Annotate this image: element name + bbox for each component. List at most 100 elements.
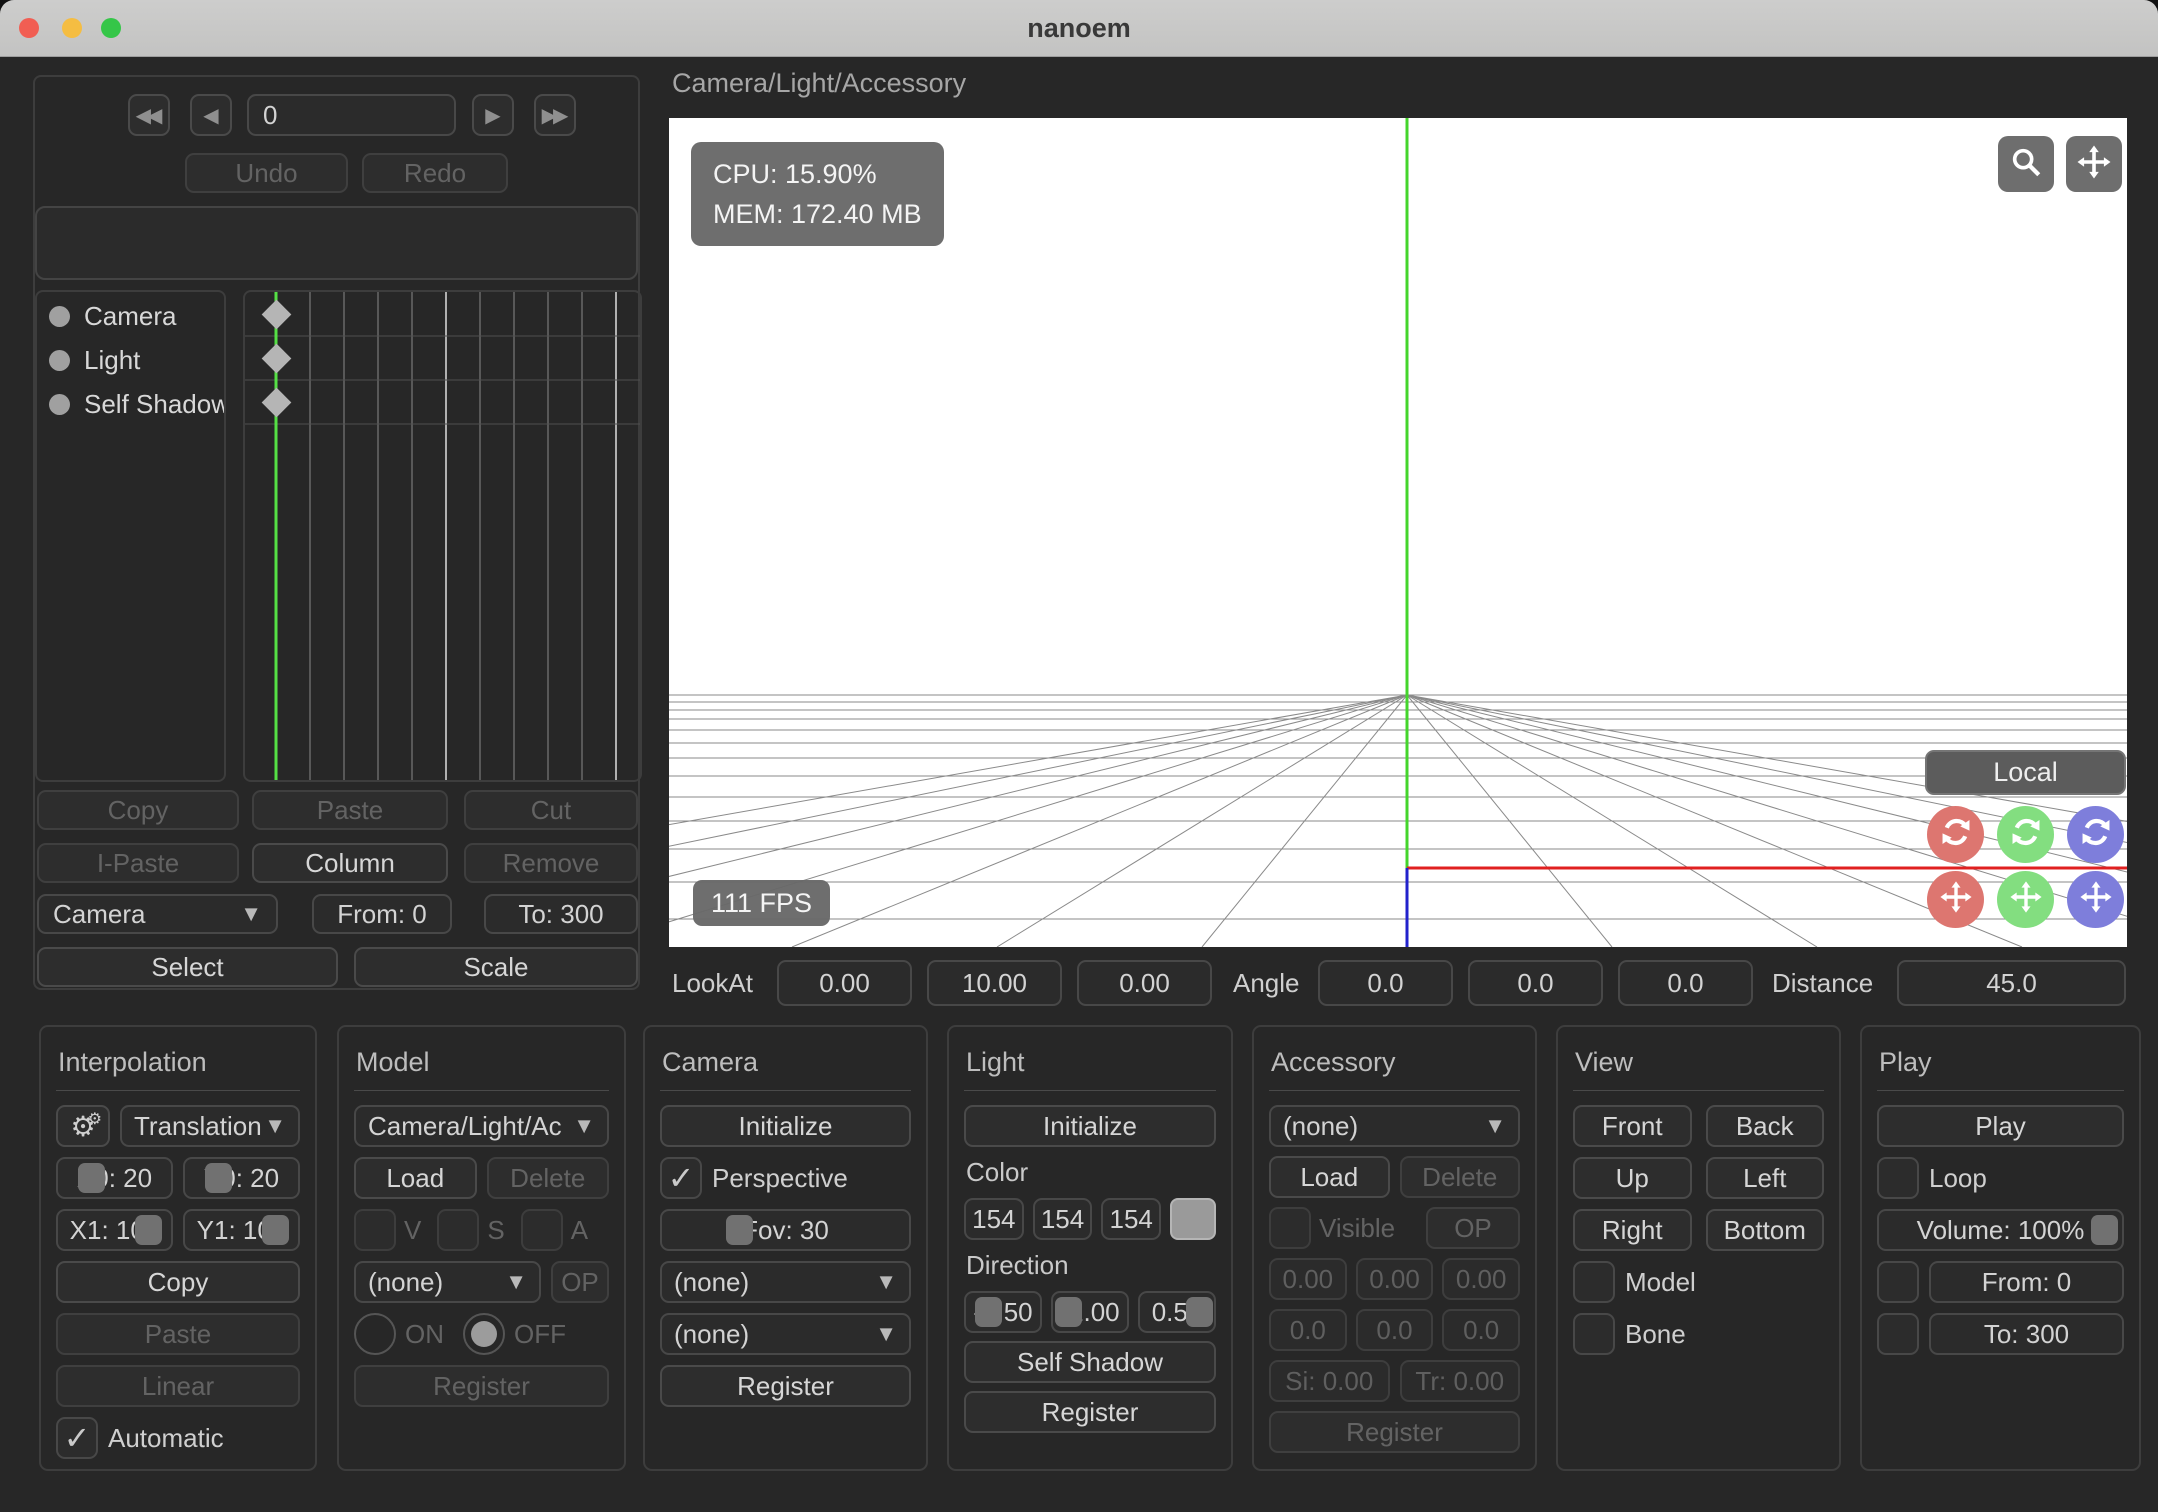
track-row-light[interactable]: Light bbox=[49, 340, 224, 380]
fast-forward-button[interactable]: ▶▶ bbox=[534, 94, 576, 136]
remove-keyframes-button[interactable]: Remove bbox=[464, 843, 638, 883]
model-op-button[interactable]: OP bbox=[551, 1261, 609, 1303]
track-row-camera[interactable]: Camera bbox=[49, 296, 224, 336]
lookat-x-field[interactable]: 0.00 bbox=[777, 960, 912, 1006]
angle-y-field[interactable]: 0.0 bbox=[1468, 960, 1603, 1006]
redo-button[interactable]: Redo bbox=[362, 153, 508, 193]
distance-field[interactable]: 45.0 bbox=[1897, 960, 2126, 1006]
accessory-transparency-field[interactable]: Tr: 0.00 bbox=[1399, 1360, 1520, 1402]
accessory-delete-button[interactable]: Delete bbox=[1399, 1156, 1520, 1198]
view-up-button[interactable]: Up bbox=[1573, 1157, 1692, 1199]
interpolation-x0-slider[interactable]: X0: 20 bbox=[56, 1157, 173, 1199]
slider-grabber[interactable] bbox=[1055, 1297, 1083, 1327]
accessory-visible-checkbox[interactable] bbox=[1269, 1207, 1311, 1249]
model-load-button[interactable]: Load bbox=[354, 1157, 477, 1199]
self-shadow-button[interactable]: Self Shadow bbox=[964, 1341, 1216, 1383]
play-to-field[interactable]: To: 300 bbox=[1929, 1313, 2124, 1355]
model-delete-button[interactable]: Delete bbox=[486, 1157, 609, 1199]
model-visible-checkbox[interactable] bbox=[354, 1209, 396, 1251]
frame-index-input[interactable] bbox=[247, 94, 456, 136]
timeline-target-select[interactable]: Camera ▼ bbox=[37, 894, 278, 934]
slider-grabber[interactable] bbox=[78, 1163, 106, 1193]
rotate-y-button[interactable] bbox=[1997, 806, 2054, 863]
accessory-ty-field[interactable]: 0.00 bbox=[1355, 1258, 1434, 1300]
interpolation-settings-button[interactable]: ⚙ ⚙ bbox=[56, 1105, 110, 1147]
volume-slider[interactable]: Volume: 100% bbox=[1877, 1209, 2124, 1251]
interpolation-x1-slider[interactable]: X1: 107 bbox=[56, 1209, 173, 1251]
accessory-register-button[interactable]: Register bbox=[1269, 1411, 1520, 1453]
close-window-button[interactable] bbox=[19, 18, 39, 38]
camera-follow-model-select[interactable]: (none) ▼ bbox=[660, 1261, 911, 1303]
viewport-zoom-button[interactable] bbox=[1998, 136, 2054, 192]
timeline-to-field[interactable]: To: 300 bbox=[484, 894, 638, 934]
angle-x-field[interactable]: 0.0 bbox=[1318, 960, 1453, 1006]
interpolation-linear-button[interactable]: Linear bbox=[56, 1365, 300, 1407]
accessory-scale-field[interactable]: Si: 0.00 bbox=[1269, 1360, 1390, 1402]
interpolation-copy-button[interactable]: Copy bbox=[56, 1261, 300, 1303]
slider-grabber[interactable] bbox=[1185, 1297, 1213, 1327]
camera-follow-bone-select[interactable]: (none) ▼ bbox=[660, 1313, 911, 1355]
scale-keyframes-button[interactable]: Scale bbox=[354, 947, 638, 987]
view-right-button[interactable]: Right bbox=[1573, 1209, 1692, 1251]
slider-grabber[interactable] bbox=[974, 1297, 1002, 1327]
rewind-button[interactable]: ◀◀ bbox=[128, 94, 170, 136]
rotate-z-button[interactable] bbox=[2067, 806, 2124, 863]
accessory-ry-field[interactable]: 0.0 bbox=[1355, 1309, 1434, 1351]
track-row-self-shadow[interactable]: Self Shadow bbox=[49, 384, 224, 424]
automatic-checkbox[interactable]: ✓ bbox=[56, 1417, 98, 1459]
view-front-button[interactable]: Front bbox=[1573, 1105, 1692, 1147]
translate-y-button[interactable] bbox=[1997, 871, 2054, 928]
slider-grabber[interactable] bbox=[205, 1163, 233, 1193]
slider-grabber[interactable] bbox=[2091, 1215, 2118, 1245]
play-to-checkbox[interactable] bbox=[1877, 1313, 1919, 1355]
model-on-radio[interactable] bbox=[354, 1313, 396, 1355]
interpolation-paste-button[interactable]: Paste bbox=[56, 1313, 300, 1355]
coordinate-mode-button[interactable]: Local bbox=[1925, 750, 2126, 795]
light-color-b-field[interactable]: 154 bbox=[1101, 1198, 1162, 1240]
copy-keyframes-button[interactable]: Copy bbox=[37, 790, 239, 830]
slider-grabber[interactable] bbox=[261, 1215, 289, 1245]
rotate-x-button[interactable] bbox=[1927, 806, 1984, 863]
view-model-checkbox[interactable] bbox=[1573, 1261, 1615, 1303]
lookat-z-field[interactable]: 0.00 bbox=[1077, 960, 1212, 1006]
accessory-load-button[interactable]: Load bbox=[1269, 1156, 1390, 1198]
perspective-checkbox[interactable]: ✓ bbox=[660, 1157, 702, 1199]
inverse-paste-button[interactable]: I-Paste bbox=[37, 843, 239, 883]
paste-keyframes-button[interactable]: Paste bbox=[252, 790, 448, 830]
model-select[interactable]: Camera/Light/Ac ▼ bbox=[354, 1105, 609, 1147]
viewport-move-button[interactable] bbox=[2066, 136, 2122, 192]
light-initialize-button[interactable]: Initialize bbox=[964, 1105, 1216, 1147]
slider-grabber[interactable] bbox=[134, 1215, 162, 1245]
accessory-rz-field[interactable]: 0.0 bbox=[1442, 1309, 1521, 1351]
viewport-3d[interactable]: CPU: 15.90% MEM: 172.40 MB Local bbox=[0, 118, 2158, 948]
select-keyframes-button[interactable]: Select bbox=[37, 947, 338, 987]
accessory-op-button[interactable]: OP bbox=[1426, 1207, 1520, 1249]
translate-z-button[interactable] bbox=[2067, 871, 2124, 928]
light-direction-y-slider[interactable]: -1.00 bbox=[1051, 1291, 1129, 1333]
slider-grabber[interactable] bbox=[726, 1215, 754, 1245]
interpolation-y1-slider[interactable]: Y1: 107 bbox=[183, 1209, 300, 1251]
loop-checkbox[interactable] bbox=[1877, 1157, 1919, 1199]
undo-button[interactable]: Undo bbox=[185, 153, 348, 193]
light-direction-z-slider[interactable]: 0.50 bbox=[1138, 1291, 1216, 1333]
cut-keyframes-button[interactable]: Cut bbox=[464, 790, 638, 830]
view-bone-checkbox[interactable] bbox=[1573, 1313, 1615, 1355]
translate-x-button[interactable] bbox=[1927, 871, 1984, 928]
model-bone-select[interactable]: (none) ▼ bbox=[354, 1261, 541, 1303]
column-select-button[interactable]: Column bbox=[252, 843, 448, 883]
minimize-window-button[interactable] bbox=[62, 18, 82, 38]
keyframe-grid[interactable] bbox=[243, 290, 642, 782]
model-off-radio[interactable] bbox=[463, 1313, 505, 1355]
light-register-button[interactable]: Register bbox=[964, 1391, 1216, 1433]
frame-forward-button[interactable]: ▶ bbox=[472, 94, 514, 136]
light-color-swatch[interactable] bbox=[1170, 1198, 1217, 1240]
light-color-r-field[interactable]: 154 bbox=[964, 1198, 1024, 1240]
play-from-field[interactable]: From: 0 bbox=[1929, 1261, 2124, 1303]
view-left-button[interactable]: Left bbox=[1705, 1157, 1824, 1199]
camera-fov-slider[interactable]: Fov: 30 bbox=[660, 1209, 911, 1251]
lookat-y-field[interactable]: 10.00 bbox=[927, 960, 1062, 1006]
light-color-g-field[interactable]: 154 bbox=[1032, 1198, 1093, 1240]
model-addblend-checkbox[interactable] bbox=[520, 1209, 563, 1251]
view-bottom-button[interactable]: Bottom bbox=[1705, 1209, 1824, 1251]
camera-register-button[interactable]: Register bbox=[660, 1365, 911, 1407]
